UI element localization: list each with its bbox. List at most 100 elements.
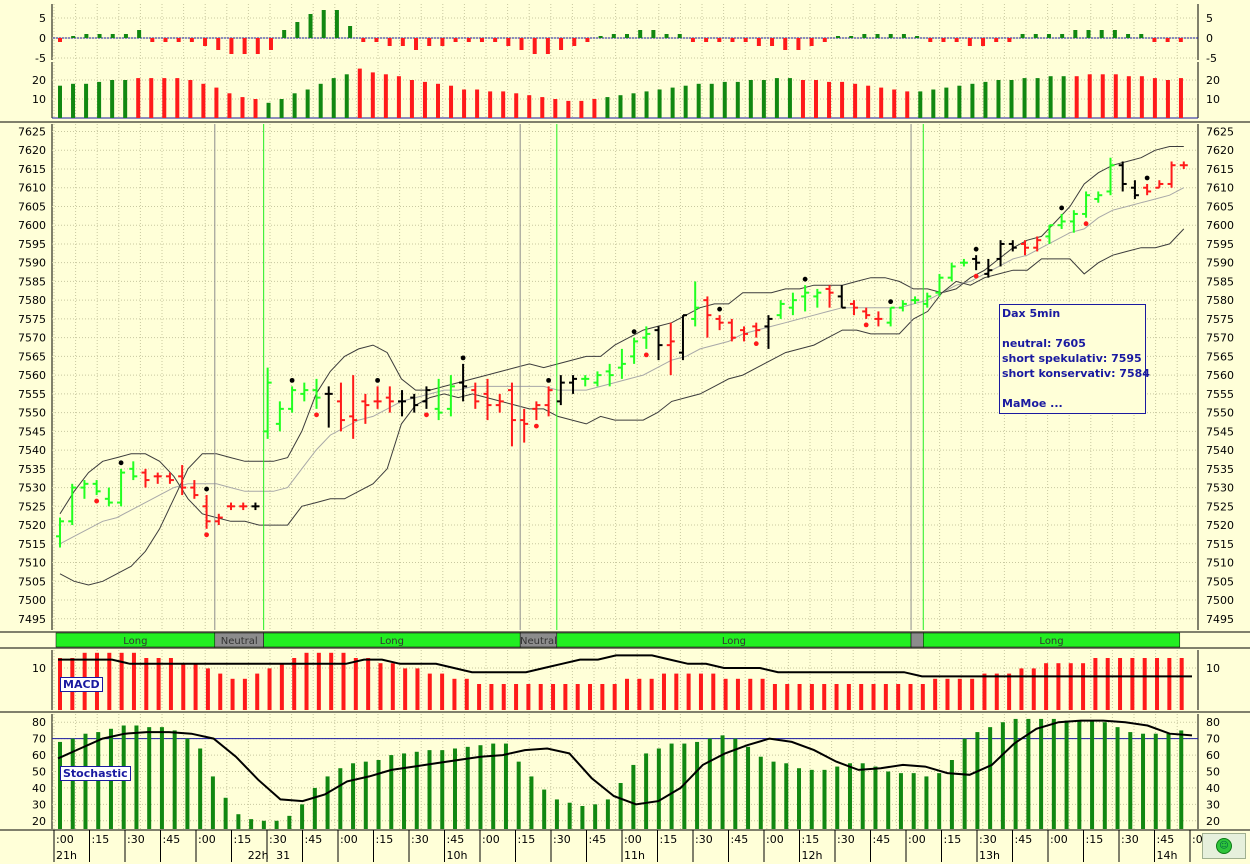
stoch-bar: [478, 745, 483, 829]
stoch-bar: [402, 753, 407, 829]
macd-bar: [403, 668, 408, 710]
signal-dot: [973, 246, 979, 252]
stoch-bar: [389, 755, 394, 829]
osc-bar: [400, 38, 405, 46]
time-tick-label: :15: [660, 833, 678, 846]
signal-dot: [1059, 205, 1065, 211]
stoch-bar: [605, 799, 610, 829]
osc-bar: [1086, 30, 1091, 38]
stoch-bar: [682, 743, 687, 829]
y-tick-label: 10: [1206, 93, 1220, 106]
osc-bar: [1033, 34, 1038, 38]
macd-bar: [477, 684, 482, 710]
stoch-bar: [886, 771, 891, 829]
macd-bar: [859, 684, 864, 710]
macd-bar: [896, 684, 901, 710]
macd-bar: [785, 684, 790, 710]
osc-bar: [651, 30, 656, 38]
y-tick-label: 7540: [1206, 444, 1234, 457]
osc-bar: [282, 30, 287, 38]
macd-bar: [1019, 668, 1024, 710]
osc-bar: [875, 34, 880, 38]
osc-bar: [796, 38, 801, 50]
strength-bar: [175, 78, 180, 118]
osc-bar: [954, 38, 959, 42]
macd-bar: [661, 673, 666, 710]
stoch-bar: [898, 773, 903, 829]
strength-bar: [1009, 80, 1014, 118]
strength-bar: [396, 76, 401, 118]
macd-bar: [809, 684, 814, 710]
strength-bar: [592, 99, 597, 118]
y-tick-label: 7625: [1206, 125, 1234, 138]
osc-bar: [387, 38, 392, 46]
macd-bar: [711, 673, 716, 710]
smiley-icon: ☺: [1216, 838, 1232, 854]
stoch-bar: [542, 789, 547, 829]
time-tick-label: :30: [269, 833, 287, 846]
signal-dot: [1144, 175, 1150, 181]
strength-bar: [188, 80, 193, 118]
strength-bar: [1022, 78, 1027, 118]
strength-bar: [970, 83, 975, 118]
osc-bar: [1020, 34, 1025, 38]
stoch-bar: [185, 738, 190, 829]
stoch-bar: [644, 753, 649, 829]
stoch-bar: [822, 769, 827, 829]
macd-label: MACD: [60, 677, 103, 692]
osc-bar: [915, 36, 920, 38]
time-tick-label: :45: [447, 833, 465, 846]
stoch-bar: [1000, 722, 1005, 829]
osc-bar: [189, 38, 194, 42]
stoch-bar: [554, 799, 559, 829]
macd-bar: [242, 678, 247, 710]
stoch-bar: [261, 820, 266, 829]
time-tick-label: :00: [340, 833, 358, 846]
time-tick-label: :15: [1086, 833, 1104, 846]
osc-bar: [334, 10, 339, 38]
y-tick-label: 7505: [1206, 575, 1234, 588]
y-tick-label: 7585: [18, 275, 46, 288]
strength-bar: [331, 78, 336, 118]
y-tick-label: 7565: [1206, 350, 1234, 363]
macd-bar: [735, 678, 740, 710]
osc-bar: [374, 38, 379, 42]
macd-bar: [1031, 668, 1036, 710]
osc-bar: [928, 38, 933, 42]
macd-bar: [156, 658, 161, 710]
stoch-bar: [924, 776, 929, 829]
time-tick-label: :30: [979, 833, 997, 846]
osc-bar: [1112, 30, 1117, 38]
stoch-bar: [1051, 718, 1056, 829]
strength-bar: [1100, 74, 1105, 118]
signal-dot: [204, 486, 209, 492]
macd-bar: [846, 684, 851, 710]
osc-bar: [664, 34, 669, 38]
y-tick-label: 7545: [1206, 425, 1234, 438]
stoch-bar: [1115, 727, 1120, 829]
osc-bar: [163, 38, 168, 42]
osc-bar: [1099, 30, 1104, 38]
strength-bar: [462, 89, 467, 118]
strength-bar: [748, 80, 753, 118]
y-tick-label: 7555: [18, 388, 46, 401]
osc-bar: [1165, 38, 1170, 42]
info-box-short-konservativ: short konservativ: 7584: [1002, 367, 1150, 380]
osc-bar: [704, 38, 709, 42]
osc-bar: [453, 38, 458, 42]
strength-bar: [657, 89, 662, 118]
y-tick-label: 10: [1206, 662, 1220, 675]
day-label: 13h: [979, 849, 1000, 862]
macd-bar: [1142, 658, 1147, 710]
strength-bar: [800, 80, 805, 118]
smiley-button[interactable]: ☺: [1202, 833, 1246, 859]
stoch-bar: [440, 750, 445, 829]
stoch-bar: [1128, 732, 1133, 829]
time-tick-label: :30: [553, 833, 571, 846]
stoch-bar: [847, 763, 852, 829]
y-tick-label: 7580: [1206, 294, 1234, 307]
macd-bar: [945, 678, 950, 710]
y-tick-label: 7560: [18, 369, 46, 382]
strength-bar: [475, 89, 480, 118]
stoch-bar: [1141, 733, 1146, 829]
